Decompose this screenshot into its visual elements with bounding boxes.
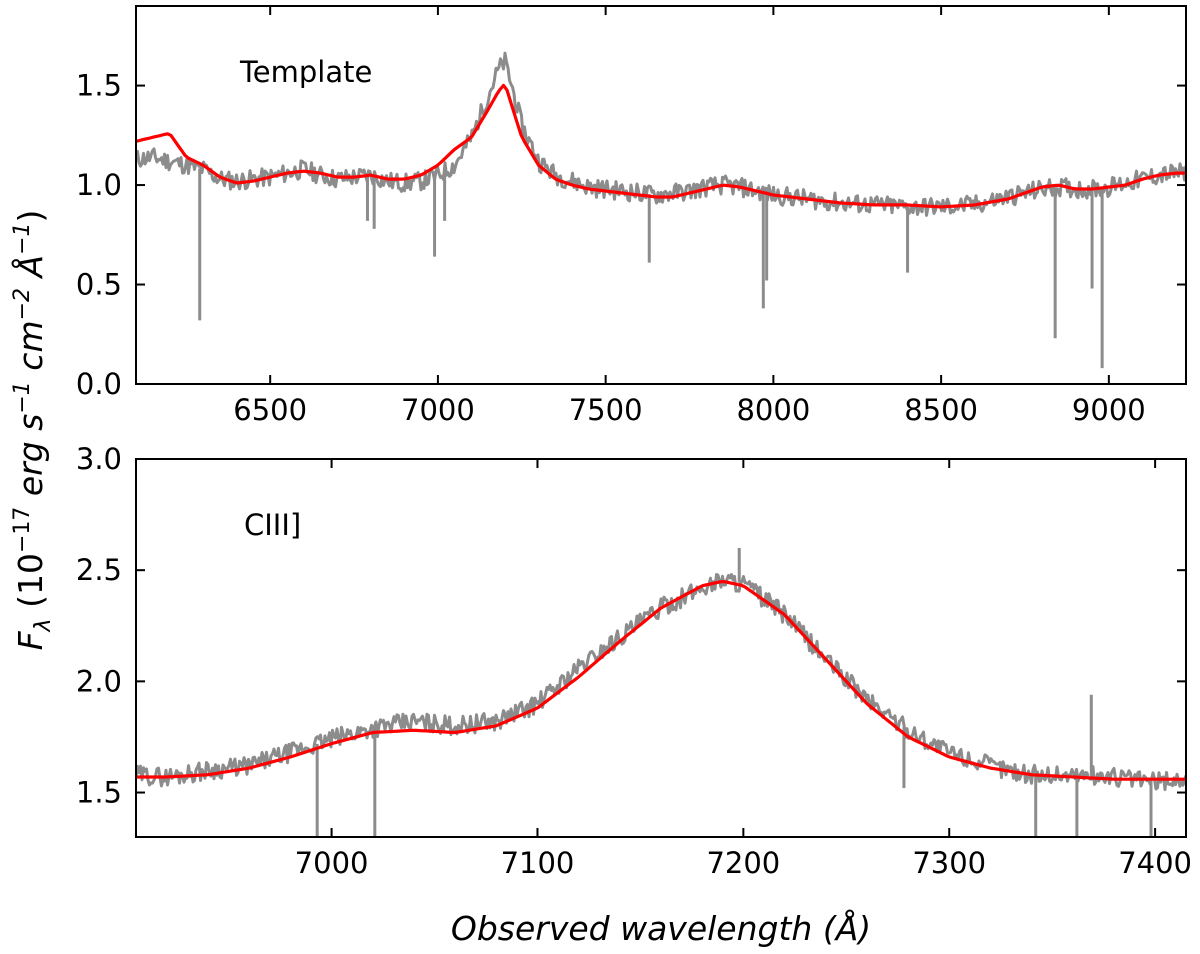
ciii-x-tick-label: 7300 [912,846,986,880]
ciii-y-tick-label: 1.5 [76,776,122,810]
y-axis-title: Fλ (10−17 erg s−1 cm−2 Å−1) [10,210,56,651]
template-panel-frame [135,5,1187,385]
template-ticks: 6500 7000 7500 8000 8500 9000 0.0 0.5 1.0 1.5 [76,6,1186,427]
ciii-y-tick-label: 2.5 [76,553,122,587]
ciii-panel: 7000 7100 7200 7300 7400 1.5 2.0 2.5 3.0 CIII] [76,442,1192,880]
ciii-ticks: 7000 7100 7200 7300 7400 1.5 2.0 2.5 3.0 [76,442,1192,880]
template-y-tick-label: 1.5 [76,69,122,103]
template-y-tick-label: 1.0 [76,168,122,202]
template-y-tick-label: 0.0 [76,367,122,401]
template-x-tick-label: 8500 [904,393,978,427]
template-x-tick-label: 9000 [1072,393,1146,427]
template-x-tick-label: 7000 [401,393,475,427]
ciii-y-tick-label: 3.0 [76,442,122,476]
template-model-line [136,83,1186,209]
template-plot-area [136,51,1186,369]
template-series-group [136,51,1186,369]
template-x-tick-label: 6500 [233,393,307,427]
ciii-panel-label: CIII] [244,508,301,542]
template-y-tick-label: 0.5 [76,268,122,302]
ciii-model-line [136,580,1186,781]
ciii-x-tick-label: 7400 [1118,846,1192,880]
ciii-x-tick-label: 7100 [501,846,575,880]
ciii-x-tick-label: 7000 [295,846,369,880]
template-observed-spectrum-line [136,51,1186,217]
ciii-panel-frame [135,458,1187,838]
template-x-tick-label: 7500 [569,393,643,427]
template-x-tick-label: 8000 [736,393,810,427]
x-axis-title: Observed wavelength (Å) [451,908,871,948]
ciii-y-tick-label: 2.0 [76,664,122,698]
ciii-series-group [136,547,1186,837]
template-panel-label: Template [239,55,372,89]
ciii-x-tick-label: 7200 [706,846,780,880]
template-panel: 6500 7000 7500 8000 8500 9000 0.0 0.5 1.0 1.5 Tem… [76,5,1187,427]
ciii-plot-area [136,547,1186,837]
